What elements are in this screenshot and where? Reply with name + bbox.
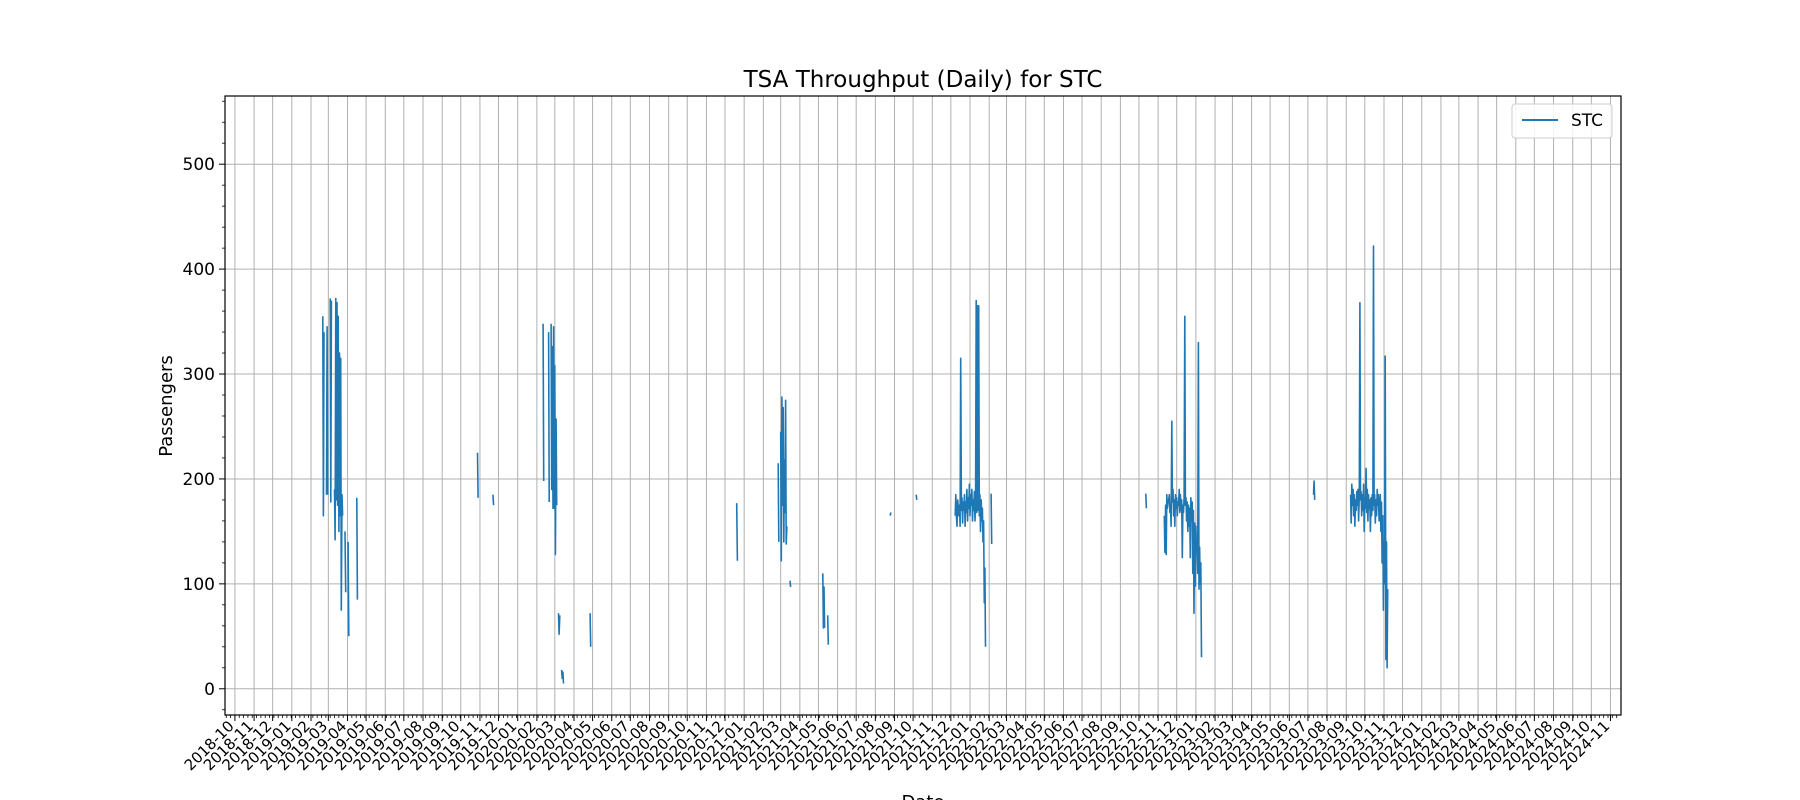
series-line-stc (329, 298, 333, 503)
plot-area-frame (224, 95, 1622, 716)
x-axis: 2018-102018-112018-122019-012019-022019-… (181, 715, 1613, 774)
series-line-stc (1312, 480, 1316, 500)
series-line-stc (779, 396, 788, 562)
series-line-stc (1349, 245, 1389, 669)
series-line-stc (889, 512, 892, 516)
series-line-stc (822, 573, 826, 629)
series-line-stc (550, 323, 558, 556)
grid-lines (225, 96, 1621, 715)
y-tick-label: 200 (183, 470, 215, 490)
series-line-stc (492, 494, 495, 506)
legend-frame (1511, 103, 1613, 139)
series-line-stc (476, 452, 479, 498)
series-line-stc (1163, 315, 1203, 658)
series-line-stc (954, 299, 987, 647)
legend: STC (1511, 103, 1613, 139)
series-line-stc (356, 497, 359, 600)
y-tick-label: 500 (183, 155, 215, 175)
series-line-stc (826, 615, 830, 645)
series-line-stc (557, 613, 561, 636)
y-tick-label: 400 (183, 260, 215, 280)
series-line-stc (333, 297, 344, 611)
series-line-stc (560, 669, 565, 684)
series-layer (321, 245, 1389, 684)
series-line-stc (735, 503, 739, 561)
y-tick-label: 100 (183, 575, 215, 595)
y-axis-label: Passengers (156, 355, 177, 457)
series-line-stc (1145, 493, 1148, 509)
series-line-stc (347, 541, 350, 637)
series-line-stc (589, 613, 592, 647)
series-line-stc (990, 493, 993, 545)
chart-title: TSA Throughput (Daily) for STC (743, 67, 1103, 93)
y-tick-label: 300 (183, 365, 215, 385)
series-line-stc (321, 316, 325, 517)
legend-label-stc: STC (1571, 111, 1603, 131)
y-tick-label: 0 (204, 680, 215, 700)
y-axis: 0 100 200 300 400 500 (183, 155, 225, 700)
series-line-stc (542, 323, 545, 482)
series-line-stc (547, 332, 551, 503)
series-line-stc (915, 494, 918, 500)
series-line-stc (777, 463, 780, 542)
series-line-stc (344, 531, 347, 593)
x-axis-label: Date (901, 792, 944, 800)
series-line-stc (789, 580, 792, 588)
series-line-stc (325, 325, 329, 495)
